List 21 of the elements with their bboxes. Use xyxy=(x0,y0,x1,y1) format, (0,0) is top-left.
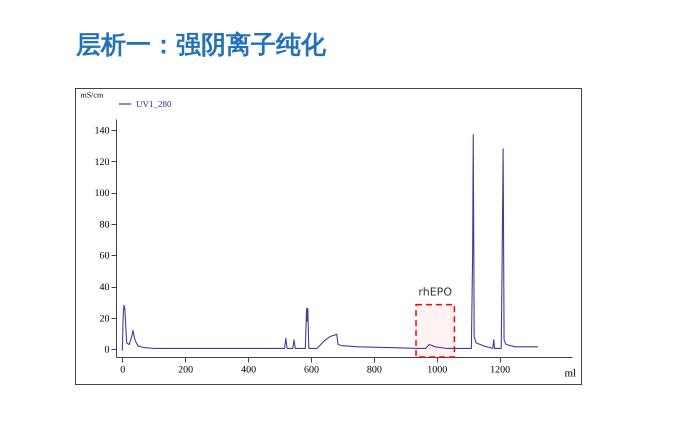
y-tick-label: 20 xyxy=(100,313,110,324)
x-tick-label: 0 xyxy=(120,364,126,376)
y-tick-label: 0 xyxy=(104,344,110,356)
legend-label: UV1_280 xyxy=(136,99,172,109)
y-tick-label: 140 xyxy=(94,125,110,136)
x-tick-label: 800 xyxy=(366,364,382,376)
y-axis-title: mS/cm xyxy=(80,90,104,100)
x-tick-label: 400 xyxy=(241,364,256,376)
x-tick-label: 1200 xyxy=(490,364,510,376)
y-tick-label: 120 xyxy=(94,156,110,168)
line-series xyxy=(122,134,539,352)
x-tick-label: 600 xyxy=(304,364,319,376)
y-tick-label: 60 xyxy=(100,250,110,262)
band-label: rhEPO xyxy=(418,286,452,299)
chart-title: 层析一：强阴离子纯化 xyxy=(76,29,326,61)
x-tick-label: 200 xyxy=(178,364,194,376)
y-tick-label: 80 xyxy=(100,219,110,230)
y-tick-label: 40 xyxy=(100,282,110,294)
x-axis-title: ml xyxy=(564,368,576,380)
y-tick-label: 100 xyxy=(94,188,110,200)
x-tick-label: 1000 xyxy=(427,364,448,376)
